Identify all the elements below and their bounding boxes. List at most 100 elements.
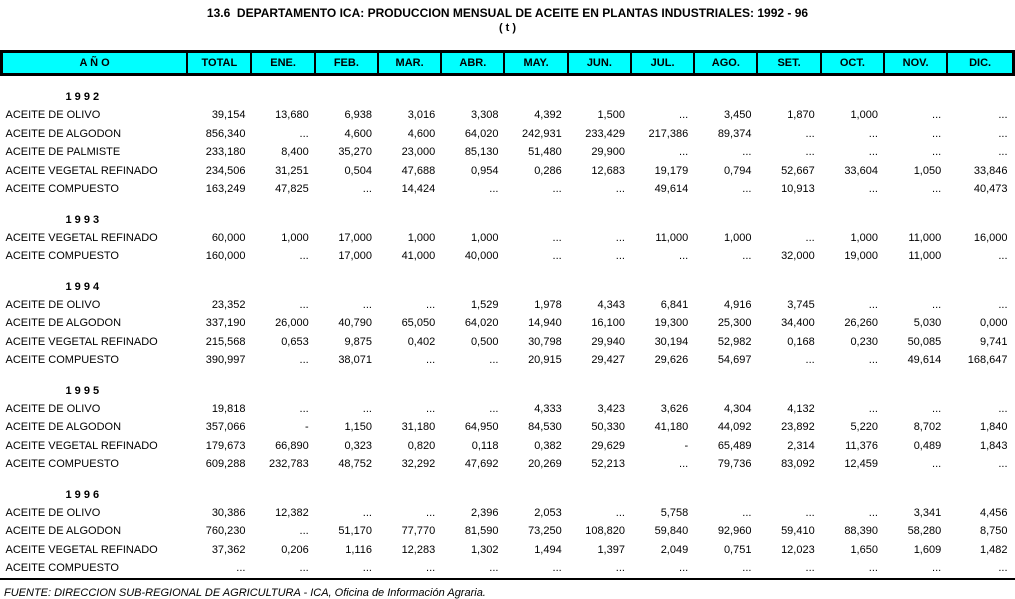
value-cell: 0,504	[344, 164, 372, 177]
value-cell: 0,500	[470, 335, 499, 348]
column-header: MAY.	[503, 50, 569, 76]
value-cell: ...	[299, 525, 309, 538]
value-cell: ...	[932, 298, 942, 311]
value-cell: ...	[742, 146, 752, 159]
value-cell: 215,568	[205, 335, 246, 348]
value-cell: 39,154	[211, 109, 246, 122]
year-label: 1 9 9 2	[65, 91, 100, 103]
column-header: A Ñ O	[0, 50, 189, 76]
table-row: ACEITE DE ALGODON 760,230... 51,170 77,770 8…	[2, 522, 1014, 541]
value-cell: 19,000	[844, 250, 878, 263]
value-cell: 0,820	[407, 439, 436, 452]
value-cell: 64,950	[464, 421, 499, 434]
value-cell: ...	[426, 298, 436, 311]
value-cell: ...	[805, 562, 815, 575]
value-cell: 11,376	[845, 439, 878, 452]
value-cell: 0,489	[913, 439, 942, 452]
value-cell: 179,673	[205, 439, 246, 452]
year-label: 1 9 9 3	[65, 213, 100, 226]
value-cell: 1,000	[850, 109, 878, 122]
value-cell: 3,016	[407, 109, 436, 122]
value-cell: ...	[552, 562, 562, 575]
value-cell: 34,400	[781, 317, 815, 330]
value-cell: 49,614	[907, 354, 942, 367]
value-cell: 59,410	[781, 525, 815, 538]
value-cell: 4,304	[723, 402, 752, 415]
value-cell: 32,000	[781, 250, 815, 263]
value-cell: 3,626	[660, 402, 689, 415]
value-cell: 41,000	[401, 250, 436, 263]
value-cell: 0,751	[723, 543, 752, 556]
value-cell: ...	[932, 562, 942, 575]
value-cell: 33,846	[973, 164, 1008, 177]
value-cell: -	[305, 421, 309, 434]
product-label: ACEITE DE ALGODON	[5, 525, 122, 538]
product-label: ACEITE COMPUESTO	[5, 183, 119, 196]
column-header: DIC.	[946, 50, 1015, 76]
value-cell: 0,230	[850, 335, 878, 348]
value-cell: 25,300	[717, 317, 752, 330]
value-cell: ...	[299, 127, 309, 140]
product-label: ACEITE DE OLIVO	[5, 298, 101, 311]
value-cell: ...	[615, 183, 625, 196]
value-cell: 26,260	[844, 317, 878, 330]
value-cell: ...	[998, 562, 1008, 575]
value-cell: ...	[868, 298, 878, 311]
value-cell: ...	[742, 183, 752, 196]
value-cell: 0,382	[534, 439, 562, 452]
value-cell: ...	[489, 562, 499, 575]
value-cell: 1,482	[979, 543, 1008, 556]
value-cell: 0,118	[471, 439, 499, 452]
value-cell: ...	[868, 402, 878, 415]
value-cell: 12,023	[781, 543, 815, 556]
value-cell: ...	[805, 127, 815, 140]
value-cell: 40,473	[973, 183, 1008, 196]
product-label: ACEITE DE OLIVO	[5, 402, 101, 415]
value-cell: 0,402	[407, 335, 436, 348]
table-row: ACEITE COMPUESTO 609,288 232,783 48,752 32,2…	[2, 455, 1014, 474]
value-cell: 1,870	[787, 109, 815, 122]
value-cell: 11,000	[908, 231, 942, 244]
value-cell: 0,794	[723, 164, 752, 177]
value-cell: 390,997	[205, 354, 246, 367]
table-row: ACEITE DE PALMISTE 233,180 8,400 35,270 23,0…	[2, 143, 1014, 162]
value-cell: ...	[552, 183, 562, 196]
table-row: ACEITE COMPUESTO........................…	[2, 559, 1014, 578]
value-cell: 1,529	[470, 298, 499, 311]
value-cell: 17,000	[338, 231, 372, 244]
value-cell: ...	[805, 231, 815, 244]
value-cell: 14,940	[528, 317, 562, 330]
value-cell: 4,132	[787, 402, 815, 415]
value-cell: 0,954	[470, 164, 499, 177]
column-header: ENE.	[250, 50, 316, 76]
product-label: ACEITE DE ALGODON	[5, 127, 122, 140]
value-cell: ...	[679, 562, 689, 575]
value-cell: ...	[426, 562, 436, 575]
value-cell: ...	[362, 402, 372, 415]
table-row: ACEITE DE ALGODON 357,066 - 1,150 31,180 64,9…	[2, 418, 1014, 437]
value-cell: 4,392	[534, 109, 562, 122]
value-cell: 29,940	[591, 335, 625, 348]
value-cell: ...	[236, 562, 246, 575]
value-cell: 1,609	[913, 543, 942, 556]
value-cell: 1,000	[281, 231, 309, 244]
value-cell: 52,982	[717, 335, 752, 348]
value-cell: 4,456	[979, 506, 1008, 519]
value-cell: ...	[998, 298, 1008, 311]
value-cell: 163,249	[205, 183, 246, 196]
value-cell: 29,900	[591, 146, 625, 159]
value-cell: 8,750	[979, 525, 1008, 538]
value-cell: 5,758	[660, 506, 689, 519]
value-cell: 9,741	[979, 335, 1008, 348]
value-cell: 47,692	[464, 458, 499, 471]
product-label: ACEITE COMPUESTO	[5, 354, 119, 367]
column-header: FEB.	[313, 50, 379, 76]
value-cell: 1,500	[597, 109, 625, 122]
column-header: OCT.	[819, 50, 885, 76]
value-cell: 31,251	[275, 164, 309, 177]
table-row: ACEITE COMPUESTO 390,997... 38,071...... 20…	[2, 351, 1014, 370]
value-cell: 2,314	[787, 439, 815, 452]
value-cell: 26,000	[275, 317, 309, 330]
value-cell: 11,000	[908, 250, 942, 263]
